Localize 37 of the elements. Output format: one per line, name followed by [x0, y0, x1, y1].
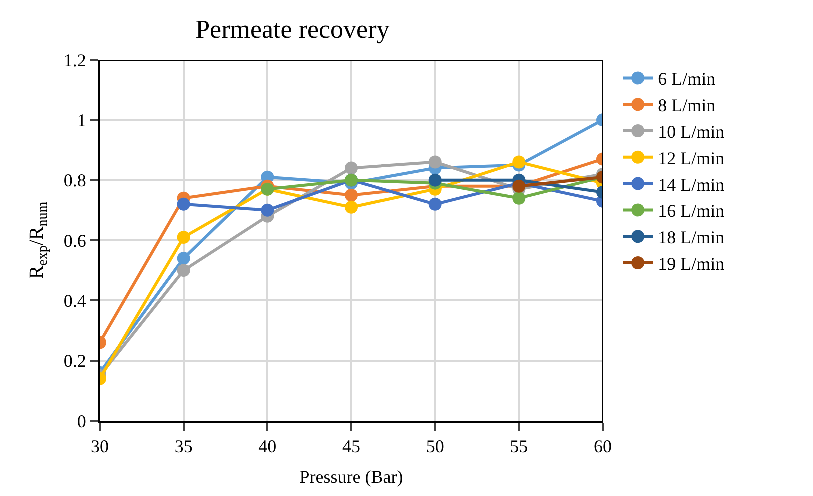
chart-title: Permeate recovery	[196, 15, 390, 44]
point	[177, 252, 190, 266]
y-tick-label: 0	[77, 411, 86, 432]
point	[512, 156, 526, 169]
x-axis-title: Pressure (Bar)	[300, 467, 404, 488]
y-tick-label: 0.8	[64, 170, 86, 191]
y-tick-label: 1.2	[64, 50, 86, 70]
x-tick-label: 40	[258, 436, 277, 457]
point	[177, 230, 190, 244]
legend-label: 6 L/min	[658, 69, 716, 90]
x-tick-label: 60	[594, 436, 612, 457]
point	[177, 198, 190, 211]
legend-label: 10 L/min	[658, 122, 725, 142]
x-tick-label: 30	[91, 436, 109, 457]
point	[428, 198, 442, 211]
point	[512, 192, 526, 205]
legend-label: 16 L/min	[658, 201, 725, 222]
point	[177, 264, 190, 278]
point	[428, 174, 442, 187]
legend-label: 19 L/min	[658, 254, 725, 274]
x-tick-label: 50	[426, 436, 444, 457]
legend-label: 12 L/min	[658, 148, 725, 168]
y-tick-label: 0.4	[64, 290, 86, 311]
x-tick-label: 35	[174, 436, 193, 457]
legend-label: 8 L/min	[658, 96, 716, 116]
legend-label: 14 L/min	[658, 174, 725, 195]
x-tick-label: 45	[342, 436, 360, 457]
y-tick-label: 0.2	[64, 351, 86, 372]
y-tick-label: 0.6	[64, 230, 86, 251]
y-tick-label: 1	[77, 110, 86, 130]
point	[345, 162, 358, 175]
legend-label: 18 L/min	[658, 228, 725, 248]
point	[261, 204, 274, 217]
point	[428, 156, 442, 169]
point	[345, 200, 358, 214]
point	[345, 188, 358, 202]
x-tick-label: 55	[510, 436, 528, 457]
